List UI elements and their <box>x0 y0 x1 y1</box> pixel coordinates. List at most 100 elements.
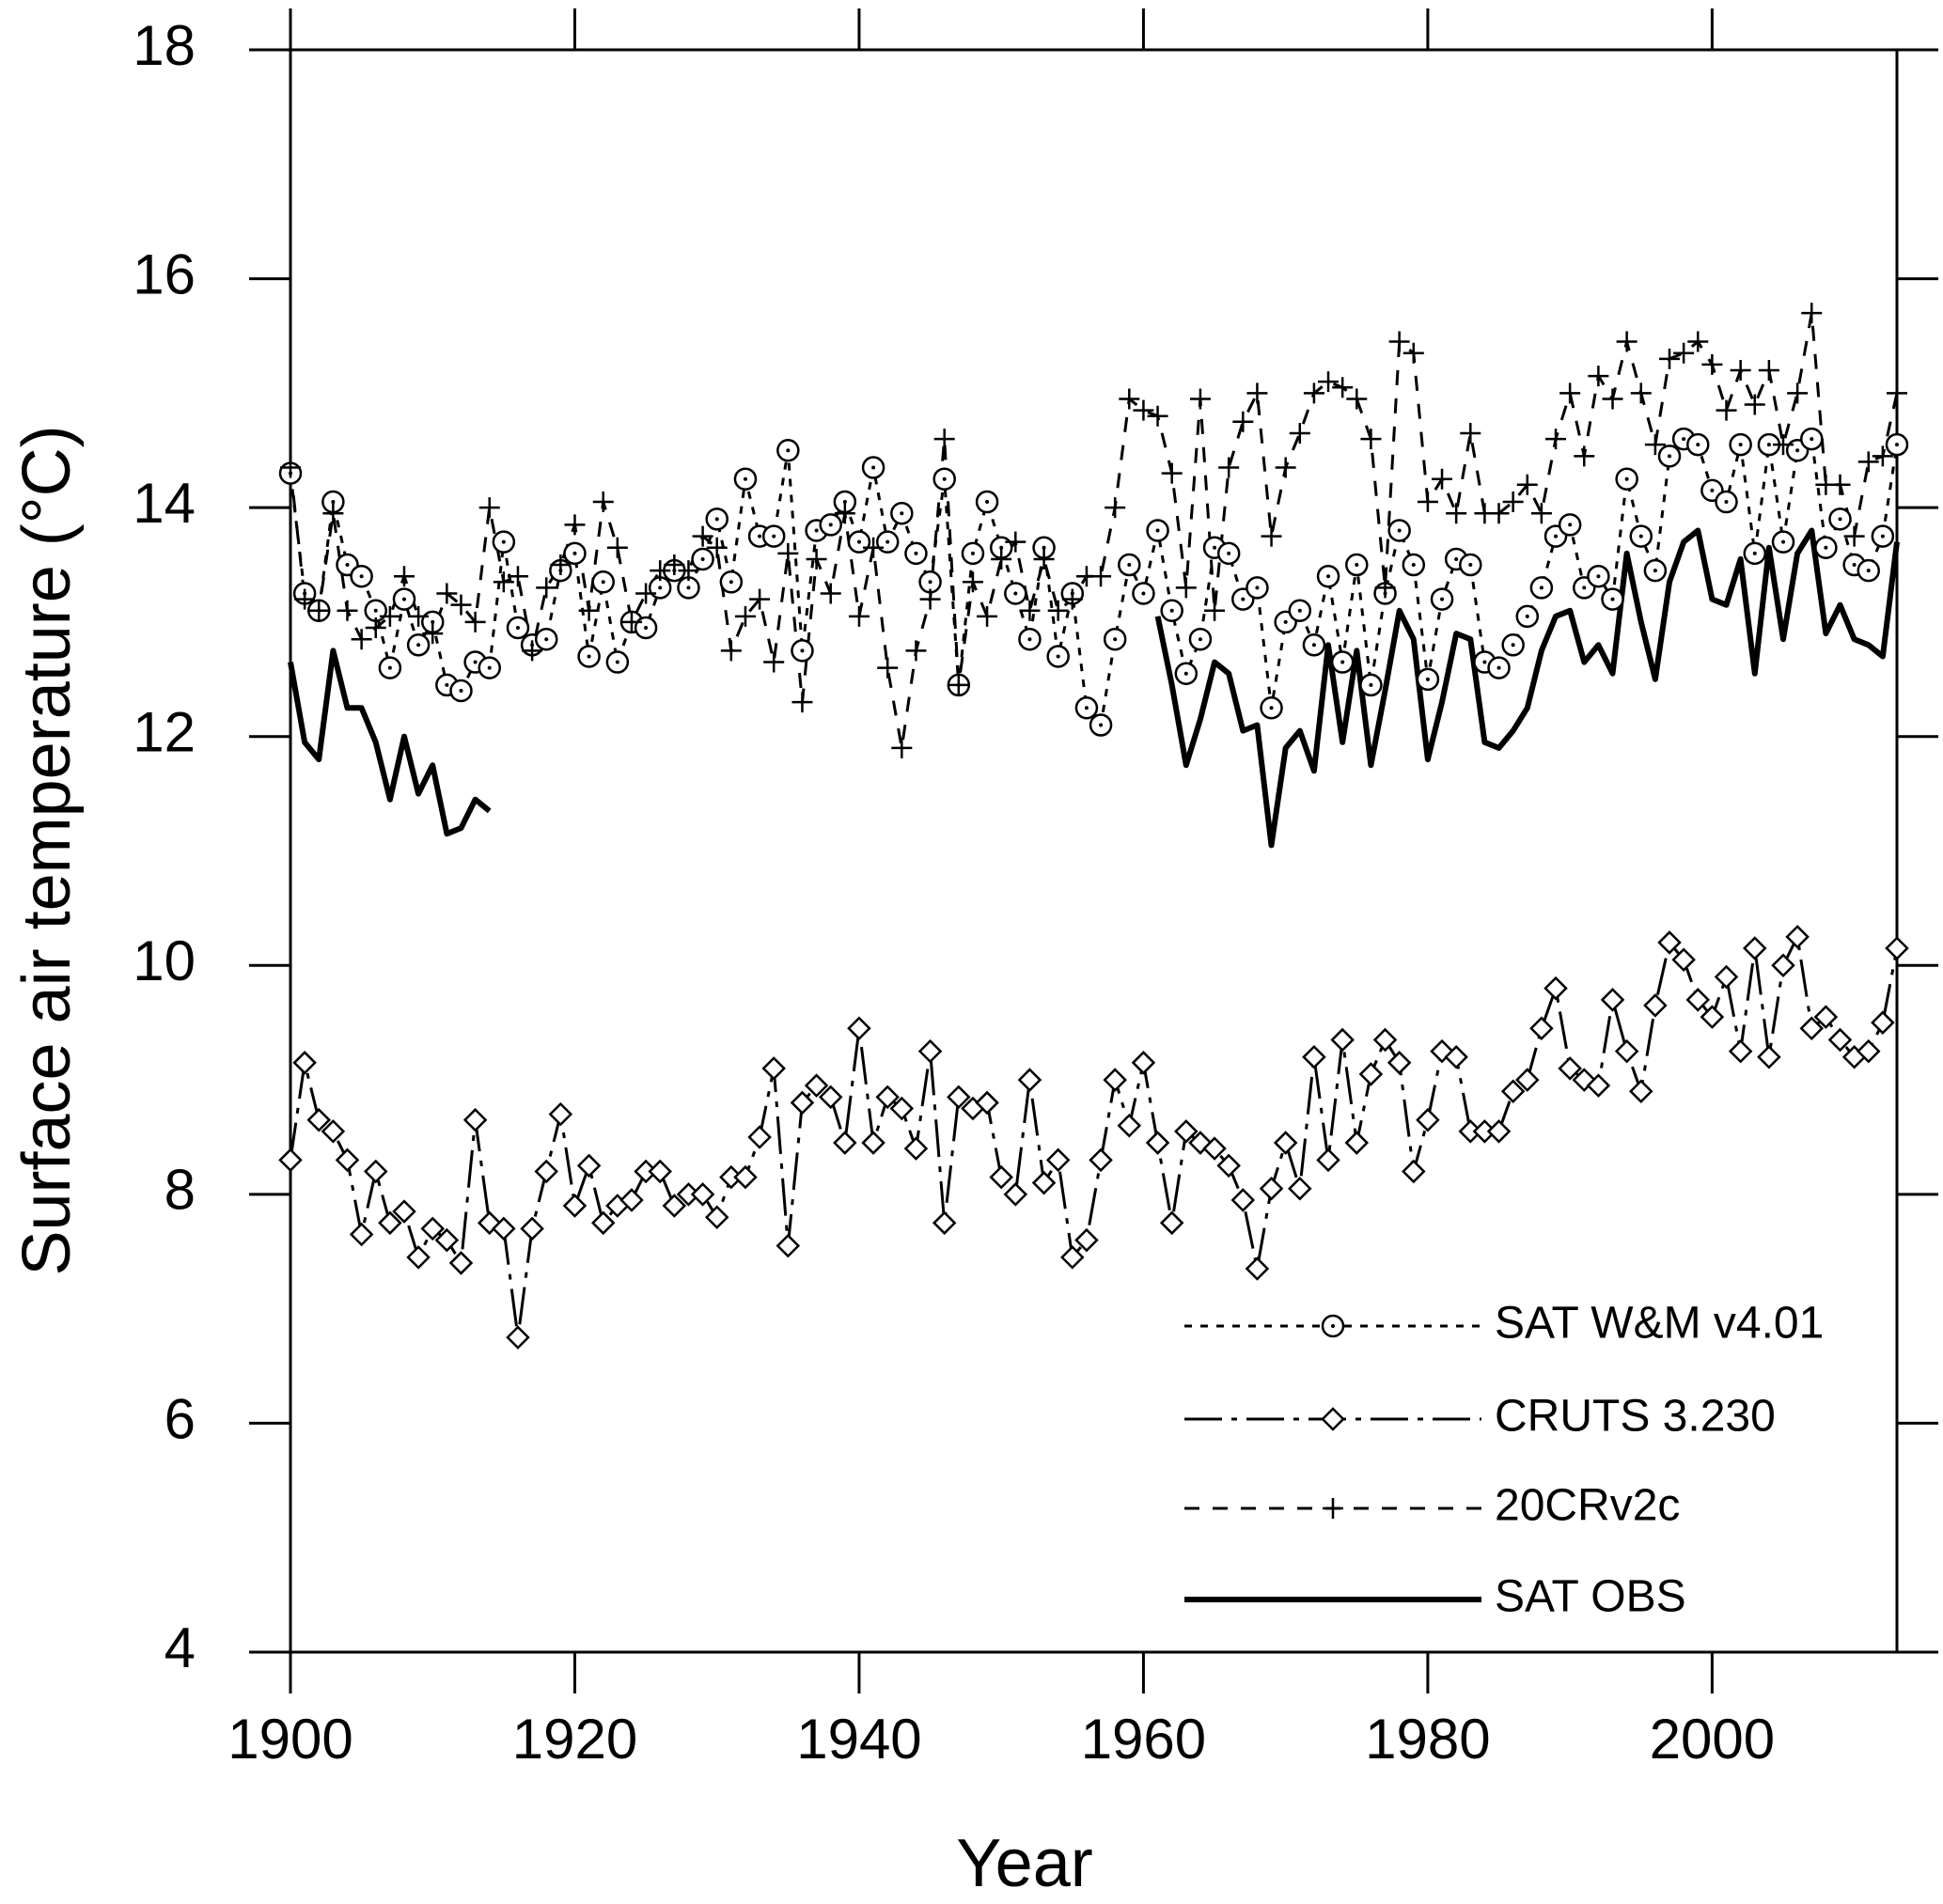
marker <box>478 656 501 679</box>
marker <box>1558 1056 1582 1081</box>
marker <box>577 645 601 668</box>
marker <box>335 1147 360 1173</box>
marker <box>905 640 927 662</box>
marker <box>1872 445 1893 467</box>
marker <box>1288 599 1312 622</box>
marker <box>1316 564 1340 588</box>
marker <box>1502 492 1524 513</box>
marker <box>507 566 528 587</box>
marker <box>634 616 658 640</box>
marker <box>1316 1147 1340 1173</box>
marker <box>506 616 530 640</box>
marker <box>1529 1016 1554 1041</box>
marker <box>534 1159 558 1184</box>
marker <box>1600 988 1625 1012</box>
y-tick-label: 12 <box>133 701 196 764</box>
marker <box>776 439 800 462</box>
marker <box>590 1210 616 1236</box>
marker <box>562 1194 588 1218</box>
marker <box>406 1245 431 1270</box>
marker <box>1757 432 1781 457</box>
marker <box>818 1085 843 1110</box>
marker <box>1245 1256 1270 1281</box>
marker <box>704 1205 729 1229</box>
marker <box>1501 633 1525 657</box>
marker <box>1216 541 1241 566</box>
marker <box>434 1227 460 1253</box>
marker <box>1246 576 1269 600</box>
marker <box>592 492 614 513</box>
marker <box>1716 399 1737 421</box>
marker <box>1715 490 1738 514</box>
marker <box>791 639 814 663</box>
marker <box>492 1216 516 1241</box>
marker <box>1887 382 1907 404</box>
x-tick-label: 1900 <box>227 1708 353 1771</box>
marker <box>1657 445 1682 468</box>
marker <box>520 1216 544 1241</box>
marker <box>761 524 786 548</box>
marker <box>1857 451 1879 473</box>
marker <box>1372 1027 1398 1053</box>
y-tick-label: 10 <box>133 929 196 992</box>
marker <box>1145 1131 1170 1155</box>
marker <box>1828 507 1852 531</box>
legend-marker <box>1321 1314 1345 1338</box>
marker <box>861 456 885 479</box>
marker <box>1147 405 1168 427</box>
marker <box>1273 1131 1298 1155</box>
marker <box>420 1216 446 1241</box>
marker <box>422 623 444 645</box>
marker <box>1289 422 1310 444</box>
marker <box>1771 953 1795 978</box>
marker <box>1402 342 1424 364</box>
marker <box>350 564 373 588</box>
y-tick-label: 14 <box>133 472 196 535</box>
marker <box>747 1125 772 1149</box>
marker <box>506 1325 530 1350</box>
marker <box>1558 513 1582 537</box>
marker <box>1161 462 1183 484</box>
marker <box>861 1131 885 1155</box>
marker <box>1643 993 1668 1018</box>
marker <box>363 1159 388 1184</box>
marker <box>648 1159 672 1184</box>
marker <box>1588 366 1609 387</box>
y-axis-title: Surface air temperature (°C) <box>9 425 85 1275</box>
marker <box>1344 1131 1370 1155</box>
marker <box>1587 564 1610 588</box>
marker <box>1416 1107 1440 1132</box>
marker <box>550 554 572 576</box>
marker <box>278 1147 303 1173</box>
marker <box>875 1085 900 1110</box>
marker <box>1047 600 1069 621</box>
marker <box>1218 457 1240 478</box>
marker <box>1416 667 1440 692</box>
marker <box>436 583 458 604</box>
marker <box>1330 650 1355 674</box>
marker <box>1202 1136 1227 1161</box>
marker <box>492 530 516 554</box>
marker <box>337 600 358 621</box>
marker <box>1103 627 1127 651</box>
marker <box>819 513 842 537</box>
marker <box>776 1233 801 1258</box>
marker <box>889 1096 915 1121</box>
marker <box>1060 1245 1085 1270</box>
marker <box>890 501 914 525</box>
marker <box>1388 331 1410 352</box>
marker <box>1871 524 1895 548</box>
marker <box>1685 988 1711 1012</box>
marker <box>904 541 928 566</box>
marker <box>919 588 941 610</box>
marker <box>734 605 756 627</box>
marker <box>1700 1005 1725 1029</box>
marker <box>1614 1038 1639 1064</box>
marker <box>1090 566 1112 587</box>
marker <box>1643 558 1668 583</box>
marker <box>493 571 514 593</box>
marker <box>1488 503 1510 524</box>
marker <box>1800 427 1824 451</box>
marker <box>536 577 557 599</box>
marker <box>1174 662 1199 685</box>
